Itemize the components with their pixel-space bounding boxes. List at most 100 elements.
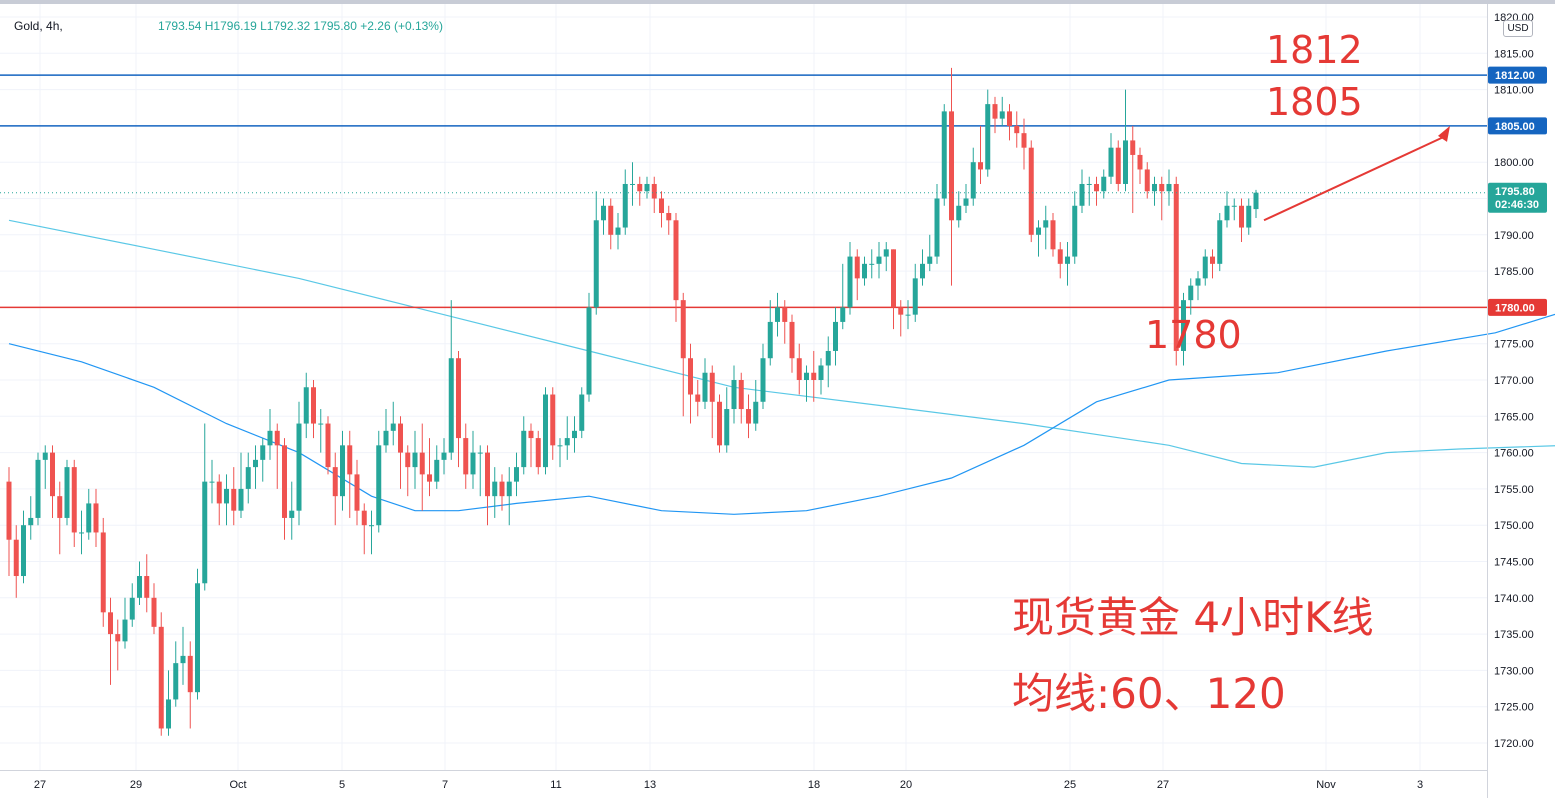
candle-body — [289, 510, 295, 518]
ma60-line — [8, 313, 1555, 515]
candle-body — [985, 104, 991, 170]
candle-body — [1007, 111, 1012, 126]
candle-body — [833, 321, 838, 351]
candle-body — [1144, 169, 1150, 192]
candle-body — [579, 394, 585, 431]
candle-body — [260, 445, 266, 460]
x-tick-label: 27 — [1157, 779, 1169, 791]
candle-body — [209, 481, 215, 483]
candle-body — [695, 394, 701, 402]
caption-ma: 均线:60、120 — [1012, 669, 1286, 718]
candle-body — [949, 111, 954, 221]
candle-body — [347, 445, 353, 475]
candle-body — [999, 111, 1005, 119]
candle-body — [1086, 183, 1092, 185]
candle-body — [1181, 300, 1186, 351]
level-tag-1812-text: 1812.00 — [1495, 70, 1535, 82]
candle-body — [427, 474, 432, 482]
annotation-1780: 1780 — [1145, 313, 1242, 357]
candle-body — [869, 263, 875, 265]
candle-body — [86, 503, 92, 533]
candle-body — [224, 488, 229, 504]
candle-body — [419, 452, 425, 475]
y-tick-label: 1800.00 — [1494, 157, 1534, 169]
candle-body — [122, 619, 128, 642]
candle-body — [456, 358, 461, 439]
x-tick-label: 20 — [900, 779, 912, 791]
candle-body — [746, 409, 751, 424]
candle-body — [151, 597, 157, 627]
symbol-info-bar: Gold, 4h, 1793.54 H1796.19 L1792.32 1795… — [14, 19, 443, 33]
y-tick-label: 1745.00 — [1494, 557, 1534, 569]
candle-body — [448, 358, 454, 453]
candle-body — [115, 634, 121, 642]
level-tag-1812-bg — [1488, 66, 1547, 84]
candle-body — [717, 401, 722, 446]
candle-body — [673, 220, 679, 301]
x-tick-label: Nov — [1316, 779, 1336, 791]
x-tick-label: 29 — [130, 779, 142, 791]
candle-body — [927, 256, 933, 264]
candle-body — [1094, 183, 1099, 192]
candle-body — [978, 162, 983, 170]
candle-body — [688, 358, 693, 395]
candle-body — [1130, 140, 1136, 155]
candle-body — [173, 663, 179, 700]
candle-body — [818, 365, 824, 380]
candle-body — [21, 525, 26, 577]
candle-body — [934, 198, 940, 257]
candle-body — [898, 307, 904, 315]
candle-body — [1021, 133, 1027, 148]
candle-body — [303, 387, 309, 424]
y-tick-label: 1770.00 — [1494, 375, 1534, 387]
candle-body — [891, 249, 896, 308]
x-tick-label: 13 — [644, 779, 656, 791]
candle-body — [187, 655, 193, 693]
candle-body — [760, 358, 766, 402]
candle-body — [709, 372, 715, 402]
trend-arrow-shaft — [1263, 134, 1447, 222]
caption-title: 现货黄金 4小时K线 — [1012, 593, 1374, 642]
candle-body — [601, 205, 606, 221]
symbol-label: Gold, 4h, — [14, 19, 63, 33]
x-tick-label: Oct — [229, 779, 246, 791]
currency-unit-badge[interactable]: USD — [1503, 20, 1533, 37]
candle-body — [564, 438, 570, 446]
candle-body — [804, 372, 809, 380]
candle-body — [1050, 220, 1056, 250]
candle-body — [376, 445, 382, 526]
last-price-tag-text: 02:46:30 — [1495, 199, 1539, 211]
candle-body — [64, 467, 70, 518]
y-tick-label: 1740.00 — [1494, 593, 1534, 605]
candle-body — [1253, 192, 1259, 210]
candle-body — [1202, 256, 1208, 279]
candle-body — [912, 278, 918, 315]
candle-body — [1210, 256, 1215, 264]
candle-body — [615, 227, 621, 235]
y-tick-label: 1765.00 — [1494, 411, 1534, 423]
y-tick-label: 1730.00 — [1494, 665, 1534, 677]
candle-body — [637, 183, 643, 192]
candle-body — [144, 576, 150, 598]
candle-body — [485, 452, 490, 497]
candle-body — [412, 452, 418, 468]
candle-body — [1173, 183, 1179, 351]
candle-body — [158, 626, 164, 729]
candle-body — [593, 220, 599, 308]
candle-body — [463, 438, 469, 475]
candle-body — [50, 452, 55, 497]
candle-body — [724, 409, 730, 446]
candle-body — [702, 372, 708, 402]
candle-body — [1188, 285, 1194, 301]
candle-body — [499, 481, 505, 497]
candle-body — [405, 452, 411, 468]
candle-body — [521, 430, 527, 468]
candle-body — [1057, 249, 1063, 264]
candle-body — [6, 481, 12, 540]
x-tick-label: 18 — [808, 779, 820, 791]
x-tick-label: 7 — [442, 779, 448, 791]
candle-body — [267, 430, 273, 446]
candle-body — [876, 256, 882, 264]
candle-body — [572, 430, 577, 439]
